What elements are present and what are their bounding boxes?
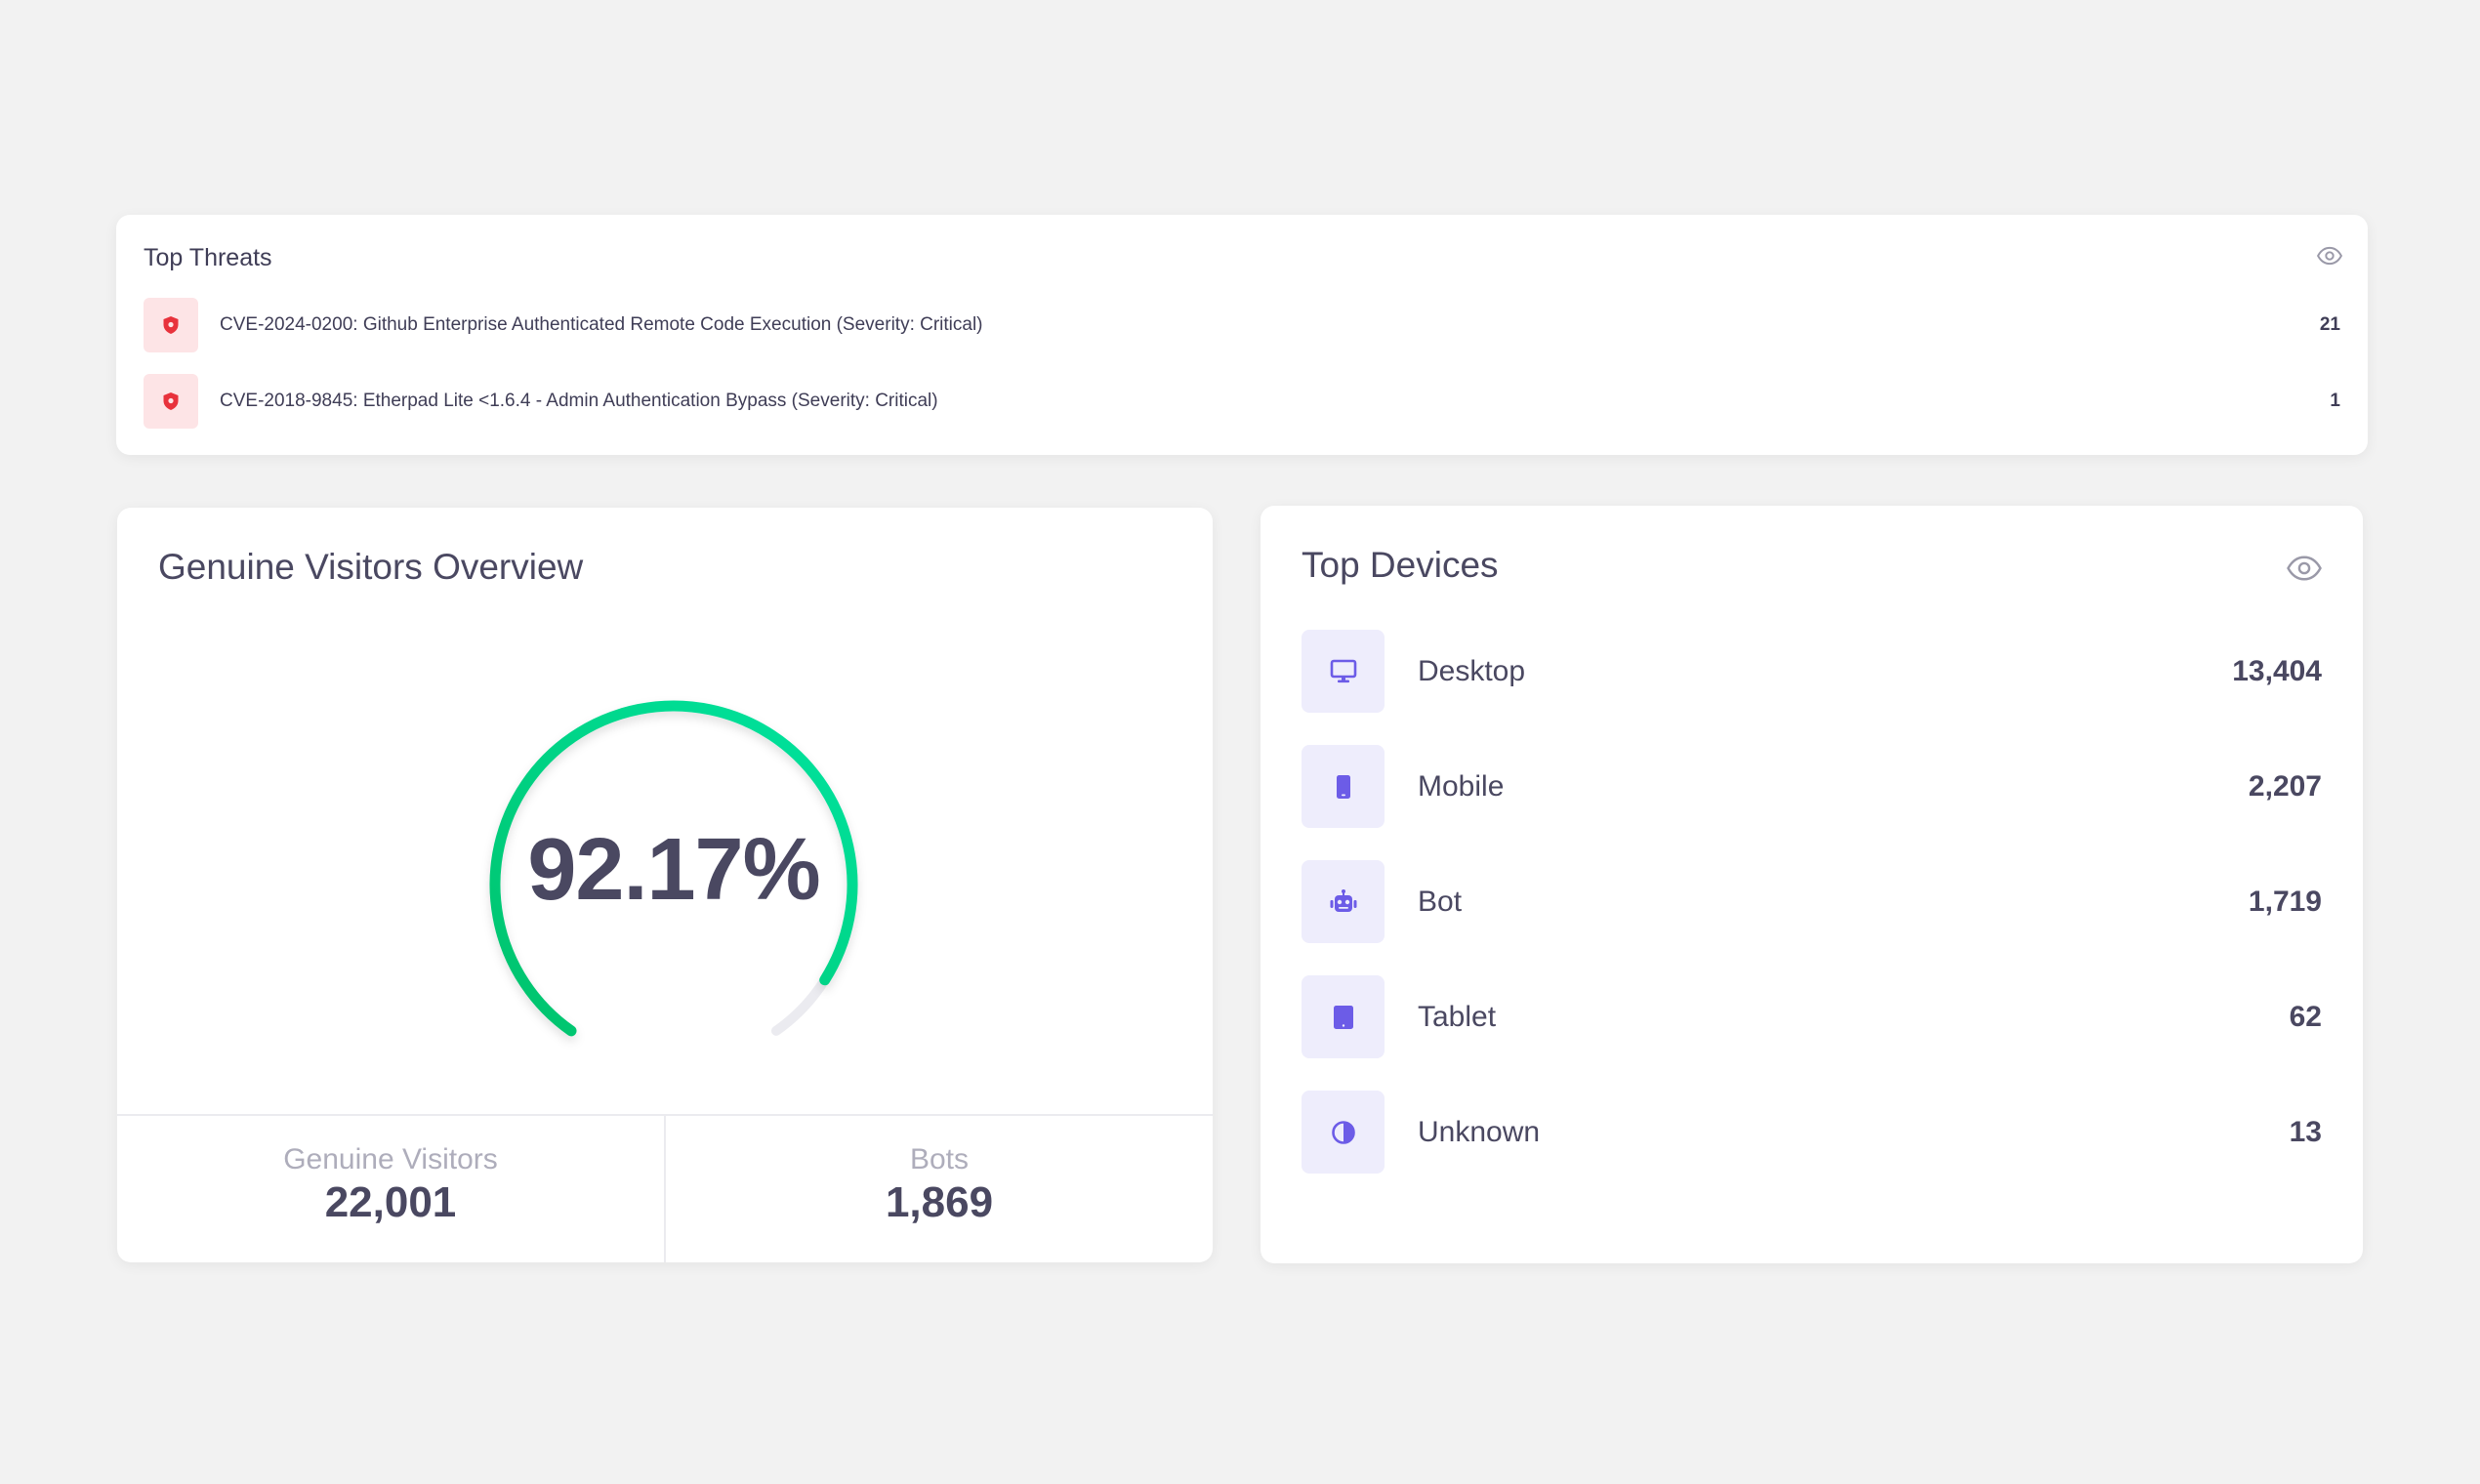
shield-icon [163, 316, 179, 334]
device-count: 13,404 [2232, 654, 2322, 687]
genuine-visitors-card: Genuine Visitors Overview 92.17% Genuine… [117, 508, 1213, 1262]
top-threats-card: Top Threats CVE-2024-0200: Github Enterp… [116, 215, 2368, 455]
desktop-icon [1330, 659, 1356, 682]
genuine-visitors-label: Genuine Visitors [283, 1143, 498, 1175]
bots-stat: Bots 1,869 [664, 1116, 1213, 1262]
device-label: Mobile [1418, 769, 1505, 803]
shield-icon [163, 392, 179, 410]
threat-icon-box [144, 374, 198, 429]
genuine-visitors-value: 22,001 [324, 1178, 457, 1226]
device-icon-box [1302, 860, 1385, 943]
device-label: Unknown [1418, 1115, 1541, 1148]
top-devices-title: Top Devices [1302, 545, 1499, 585]
threat-count: 1 [2330, 391, 2340, 411]
threat-label: CVE-2018-9845: Etherpad Lite <1.6.4 - Ad… [220, 391, 938, 411]
tablet-icon [1333, 1005, 1353, 1029]
device-icon-box [1302, 745, 1385, 828]
device-label: Desktop [1418, 654, 1526, 687]
device-icon-box [1302, 1091, 1385, 1174]
eye-icon[interactable] [2317, 246, 2342, 266]
device-label: Bot [1418, 885, 1463, 918]
device-icon-box [1302, 975, 1385, 1058]
gauge-percentage: 92.17% [527, 821, 820, 919]
gauge-arc [489, 700, 858, 1037]
device-count: 62 [2289, 1000, 2322, 1033]
device-row-bot[interactable]: Bot 1,719 [1302, 860, 2322, 943]
threat-row[interactable]: CVE-2018-9845: Etherpad Lite <1.6.4 - Ad… [144, 374, 2340, 429]
threat-label: CVE-2024-0200: Github Enterprise Authent… [220, 314, 983, 335]
threat-icon-box [144, 298, 198, 352]
top-threats-title: Top Threats [144, 244, 272, 271]
device-count: 1,719 [2248, 885, 2322, 918]
bots-value: 1,869 [885, 1178, 994, 1226]
eye-icon[interactable] [2287, 555, 2322, 582]
device-row-desktop[interactable]: Desktop 13,404 [1302, 630, 2322, 713]
device-row-tablet[interactable]: Tablet 62 [1302, 975, 2322, 1058]
visitor-stats: Genuine Visitors 22,001 Bots 1,869 [117, 1114, 1213, 1262]
robot-icon [1330, 888, 1356, 912]
unknown-icon [1331, 1120, 1355, 1144]
device-row-unknown[interactable]: Unknown 13 [1302, 1091, 2322, 1174]
mobile-icon [1336, 774, 1350, 799]
bots-label: Bots [909, 1143, 970, 1175]
percentage-gauge [489, 700, 858, 1037]
device-row-mobile[interactable]: Mobile 2,207 [1302, 745, 2322, 828]
device-count: 2,207 [2248, 769, 2322, 803]
device-icon-box [1302, 630, 1385, 713]
device-count: 13 [2289, 1115, 2322, 1148]
top-devices-card: Top Devices Desktop 13,404 Mobile 2,207 [1261, 506, 2363, 1263]
threat-count: 21 [2319, 314, 2340, 335]
threat-row[interactable]: CVE-2024-0200: Github Enterprise Authent… [144, 298, 2340, 352]
genuine-visitors-stat: Genuine Visitors 22,001 [117, 1116, 664, 1262]
genuine-visitors-title: Genuine Visitors Overview [158, 547, 584, 587]
device-label: Tablet [1418, 1000, 1497, 1033]
